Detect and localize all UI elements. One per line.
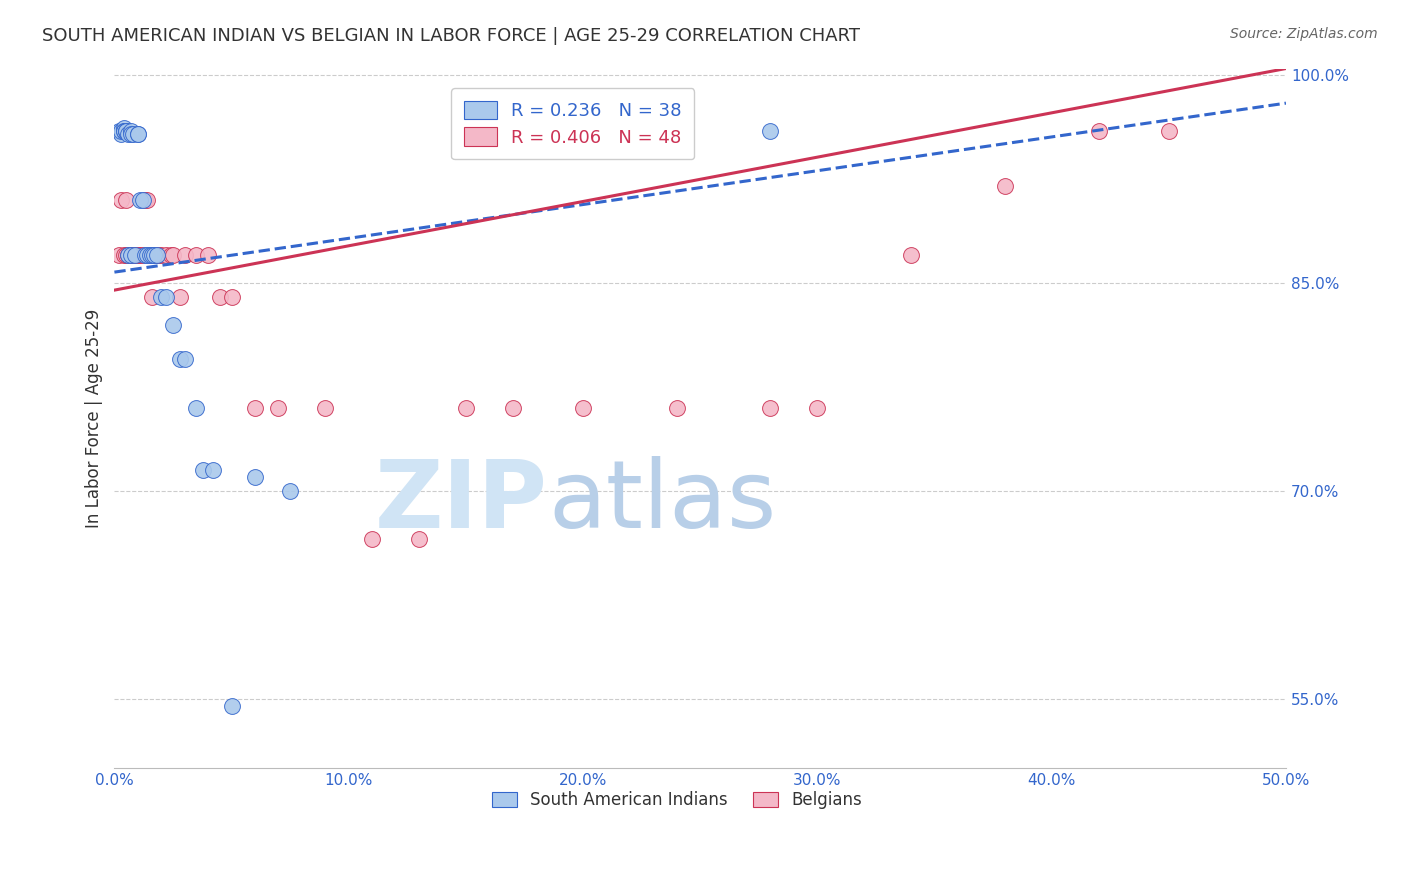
Text: Source: ZipAtlas.com: Source: ZipAtlas.com	[1230, 27, 1378, 41]
Point	[120, 248, 142, 262]
Point	[900, 248, 922, 262]
Point	[115, 124, 138, 138]
Point	[243, 401, 266, 415]
Text: atlas: atlas	[548, 456, 776, 549]
Point	[267, 401, 290, 415]
Point	[138, 248, 160, 262]
Legend: South American Indians, Belgians: South American Indians, Belgians	[485, 784, 869, 815]
Point	[120, 124, 142, 138]
Point	[221, 290, 243, 304]
Point	[117, 127, 139, 141]
Point	[278, 483, 301, 498]
Point	[115, 248, 138, 262]
Point	[169, 290, 191, 304]
Point	[173, 352, 195, 367]
Text: SOUTH AMERICAN INDIAN VS BELGIAN IN LABOR FORCE | AGE 25-29 CORRELATION CHART: SOUTH AMERICAN INDIAN VS BELGIAN IN LABO…	[42, 27, 860, 45]
Point	[454, 401, 477, 415]
Point	[155, 248, 177, 262]
Point	[193, 463, 215, 477]
Point	[112, 121, 135, 136]
Point	[136, 193, 159, 207]
Point	[138, 248, 160, 262]
Point	[759, 124, 782, 138]
Point	[221, 698, 243, 713]
Point	[173, 248, 195, 262]
Point	[131, 193, 153, 207]
Point	[1157, 124, 1180, 138]
Point	[148, 248, 170, 262]
Point	[186, 401, 208, 415]
Point	[155, 290, 177, 304]
Point	[361, 533, 384, 547]
Point	[134, 248, 156, 262]
Point	[502, 401, 524, 415]
Point	[131, 248, 153, 262]
Point	[108, 248, 131, 262]
Point	[127, 127, 149, 141]
Point	[117, 248, 139, 262]
Point	[994, 179, 1017, 194]
Point	[124, 248, 146, 262]
Point	[122, 248, 145, 262]
Point	[1087, 124, 1109, 138]
Point	[136, 248, 159, 262]
Point	[112, 124, 135, 138]
Point	[150, 290, 173, 304]
Point	[572, 401, 595, 415]
Point	[122, 248, 145, 262]
Point	[110, 124, 132, 138]
Point	[127, 127, 149, 141]
Point	[117, 248, 139, 262]
Point	[112, 124, 135, 138]
Point	[127, 248, 149, 262]
Point	[145, 248, 167, 262]
Point	[129, 248, 152, 262]
Point	[150, 248, 173, 262]
Point	[112, 248, 135, 262]
Point	[806, 401, 828, 415]
Point	[759, 401, 782, 415]
Point	[665, 401, 688, 415]
Point	[141, 290, 163, 304]
Point	[162, 248, 184, 262]
Point	[115, 124, 138, 138]
Point	[122, 127, 145, 141]
Point	[110, 127, 132, 141]
Text: ZIP: ZIP	[375, 456, 548, 549]
Y-axis label: In Labor Force | Age 25-29: In Labor Force | Age 25-29	[86, 309, 103, 528]
Point	[162, 318, 184, 332]
Point	[120, 248, 142, 262]
Point	[108, 124, 131, 138]
Point	[201, 463, 224, 477]
Point	[145, 248, 167, 262]
Point	[169, 352, 191, 367]
Point	[186, 248, 208, 262]
Point	[115, 124, 138, 138]
Point	[197, 248, 219, 262]
Point	[124, 248, 146, 262]
Point	[115, 193, 138, 207]
Point	[129, 193, 152, 207]
Point	[243, 470, 266, 484]
Point	[127, 248, 149, 262]
Point	[134, 193, 156, 207]
Point	[314, 401, 336, 415]
Point	[143, 248, 166, 262]
Point	[159, 248, 181, 262]
Point	[120, 127, 142, 141]
Point	[117, 248, 139, 262]
Point	[143, 248, 166, 262]
Point	[408, 533, 430, 547]
Point	[110, 193, 132, 207]
Point	[208, 290, 231, 304]
Point	[141, 248, 163, 262]
Point	[120, 248, 142, 262]
